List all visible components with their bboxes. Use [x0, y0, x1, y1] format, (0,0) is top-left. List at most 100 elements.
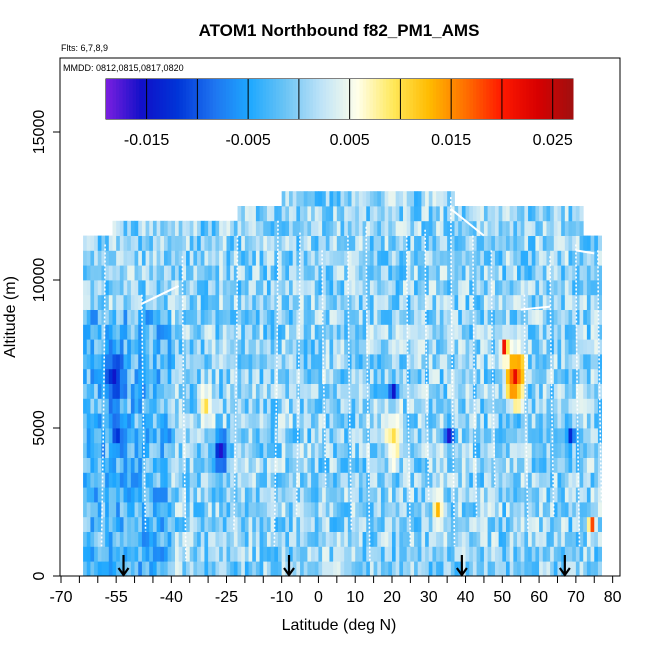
heat-cell — [244, 546, 249, 562]
heat-cell — [550, 280, 555, 296]
heat-cell — [311, 413, 316, 429]
heat-cell — [145, 398, 150, 414]
heat-cell — [219, 457, 224, 473]
heat-cell — [83, 383, 88, 399]
heat-cell — [362, 531, 367, 547]
heat-cell — [439, 368, 444, 384]
heat-cell — [182, 531, 187, 547]
colorbar-swatch — [139, 79, 144, 119]
heat-cell — [141, 546, 146, 562]
heat-cell — [520, 250, 525, 266]
colorbar-swatch — [276, 79, 280, 119]
heat-cell — [281, 309, 286, 325]
heat-cell — [119, 457, 124, 473]
heat-cell — [520, 235, 525, 251]
heat-cell — [211, 368, 216, 384]
heat-cell — [340, 309, 345, 325]
heat-cell — [450, 206, 455, 222]
heat-cell — [329, 487, 334, 503]
heat-cell — [237, 413, 242, 429]
heat-cell — [498, 502, 503, 518]
heat-cell — [421, 398, 426, 414]
heat-cell — [436, 191, 441, 207]
heat-cell — [469, 531, 474, 547]
heat-cell — [336, 280, 341, 296]
heat-cell — [491, 398, 496, 414]
heat-cell — [480, 368, 485, 384]
heat-cell — [167, 309, 172, 325]
heat-cell — [391, 516, 397, 532]
heat-cell — [86, 546, 91, 562]
colorbar-swatch — [116, 79, 120, 119]
heat-cell — [586, 280, 591, 296]
heat-cell — [248, 561, 253, 577]
heat-cell — [303, 368, 308, 384]
x-tick-label: 40 — [457, 589, 475, 606]
colorbar-swatch — [176, 79, 180, 119]
heat-cell — [546, 398, 551, 414]
heat-cell — [226, 235, 231, 251]
heat-cell — [436, 324, 441, 340]
heat-cell — [307, 398, 312, 414]
heat-cell — [450, 531, 455, 547]
heat-cell — [116, 309, 121, 325]
heat-cell — [594, 546, 599, 562]
heat-cell — [274, 220, 279, 236]
heat-cell — [579, 457, 584, 473]
y-tick-label: 5000 — [31, 410, 48, 446]
colorbar-swatch — [346, 79, 351, 119]
heat-cell — [458, 339, 463, 355]
heat-cell — [119, 265, 124, 281]
heat-cell — [263, 220, 268, 236]
heat-cell — [318, 220, 323, 236]
heat-cell — [447, 354, 452, 370]
heat-cell — [289, 487, 294, 503]
heat-cell — [594, 309, 599, 325]
heat-cell — [127, 546, 132, 562]
heat-cell — [244, 398, 249, 414]
heat-cell — [259, 265, 264, 281]
flight-track — [347, 235, 353, 532]
heat-cell — [509, 280, 514, 296]
heat-cell — [97, 516, 102, 532]
heat-cell — [483, 487, 489, 503]
heat-cell — [152, 339, 158, 355]
heat-cell — [509, 368, 514, 384]
heat-cell — [211, 516, 216, 532]
heat-cell — [362, 265, 367, 281]
heat-cell — [285, 442, 290, 458]
heat-cell — [108, 561, 113, 577]
heat-cell — [487, 250, 492, 266]
heat-cell — [572, 324, 577, 340]
heat-cell — [97, 250, 102, 266]
heat-cell — [186, 457, 191, 473]
heat-cell — [546, 250, 551, 266]
heat-cell — [553, 561, 558, 577]
heat-cell — [410, 250, 415, 266]
heat-cell — [443, 324, 448, 340]
heat-cell — [535, 250, 540, 266]
heat-cell — [476, 220, 481, 236]
heat-cell — [483, 235, 489, 251]
heat-cell — [112, 516, 117, 532]
heat-cell — [108, 235, 113, 251]
heat-cell — [494, 457, 500, 473]
heat-cell — [417, 191, 422, 207]
heat-cell — [535, 457, 540, 473]
heat-cell — [454, 339, 459, 355]
heat-cell — [546, 531, 551, 547]
heat-cell — [428, 324, 433, 340]
heat-cell — [480, 398, 485, 414]
heat-cell — [208, 294, 213, 310]
heat-cell — [83, 413, 88, 429]
heat-cell — [130, 546, 135, 562]
heat-cell — [314, 383, 319, 399]
heat-cell — [152, 324, 158, 340]
heat-cell — [550, 265, 555, 281]
heat-cell — [292, 457, 297, 473]
heat-cell — [487, 428, 492, 444]
heat-cell — [193, 383, 198, 399]
heat-cell — [531, 280, 536, 296]
heat-cell — [163, 250, 169, 266]
colorbar-swatch — [336, 79, 340, 119]
